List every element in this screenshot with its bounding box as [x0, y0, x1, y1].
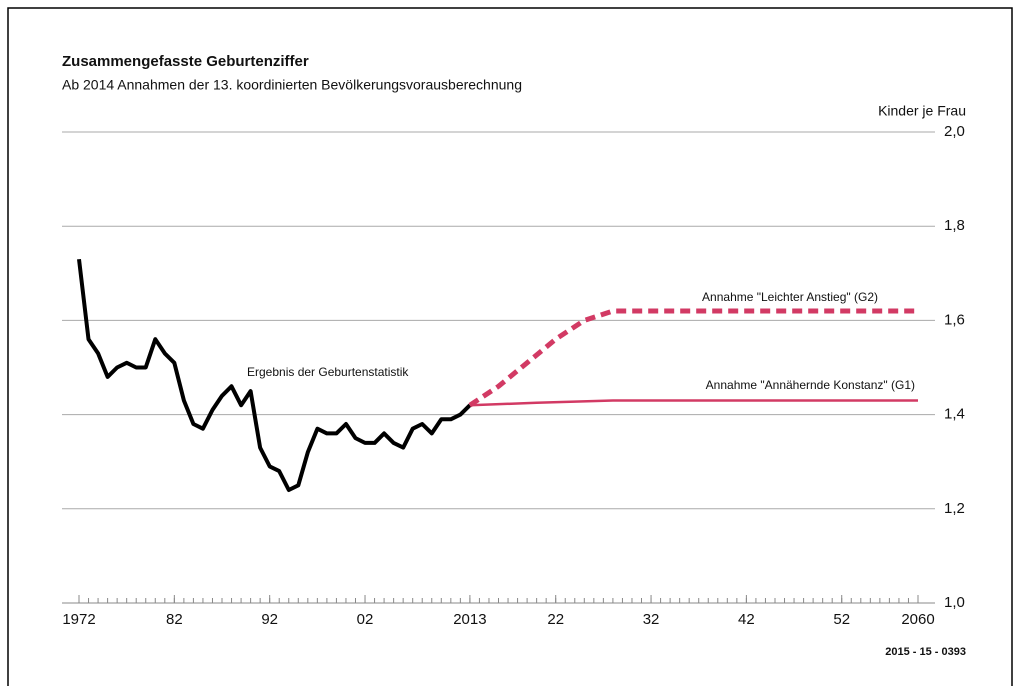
y-tick-label: 1,2: [944, 500, 965, 517]
series-label: Annahme "Annähernde Konstanz" (G1): [706, 378, 915, 392]
y-tick-label: 1,8: [944, 217, 965, 234]
x-tick-label: 2013: [453, 611, 486, 628]
series-line: [77, 258, 472, 492]
x-tick-label: 1972: [62, 611, 95, 628]
x-tick-label: 2060: [901, 611, 934, 628]
frame: [7, 7, 1013, 686]
y-axis-label: Kinder je Frau: [878, 103, 966, 119]
y-tick-label: 1,4: [944, 406, 965, 423]
x-tick-label: 32: [643, 611, 660, 628]
x-tick-label: 92: [261, 611, 278, 628]
x-tick-label: 82: [166, 611, 183, 628]
x-tick-label: 52: [833, 611, 850, 628]
x-tick-label: 02: [357, 611, 374, 628]
series-line: [468, 308, 918, 408]
series-label: Ergebnis der Geburtenstatistik: [247, 365, 409, 379]
source: 2015 - 15 - 0393: [885, 646, 966, 658]
x-tick-label: 22: [547, 611, 564, 628]
series-label: Annahme "Leichter Anstieg" (G2): [702, 290, 878, 304]
y-tick-label: 2,0: [944, 123, 965, 140]
y-tick-label: 1,6: [944, 311, 965, 328]
y-tick-label: 1,0: [944, 594, 965, 611]
chart-subtitle: Ab 2014 Annahmen der 13. koordinierten B…: [62, 77, 522, 93]
chart-title: Zusammengefasste Geburtenziffer: [62, 53, 309, 70]
series-line: [469, 399, 918, 407]
x-tick-label: 42: [738, 611, 755, 628]
